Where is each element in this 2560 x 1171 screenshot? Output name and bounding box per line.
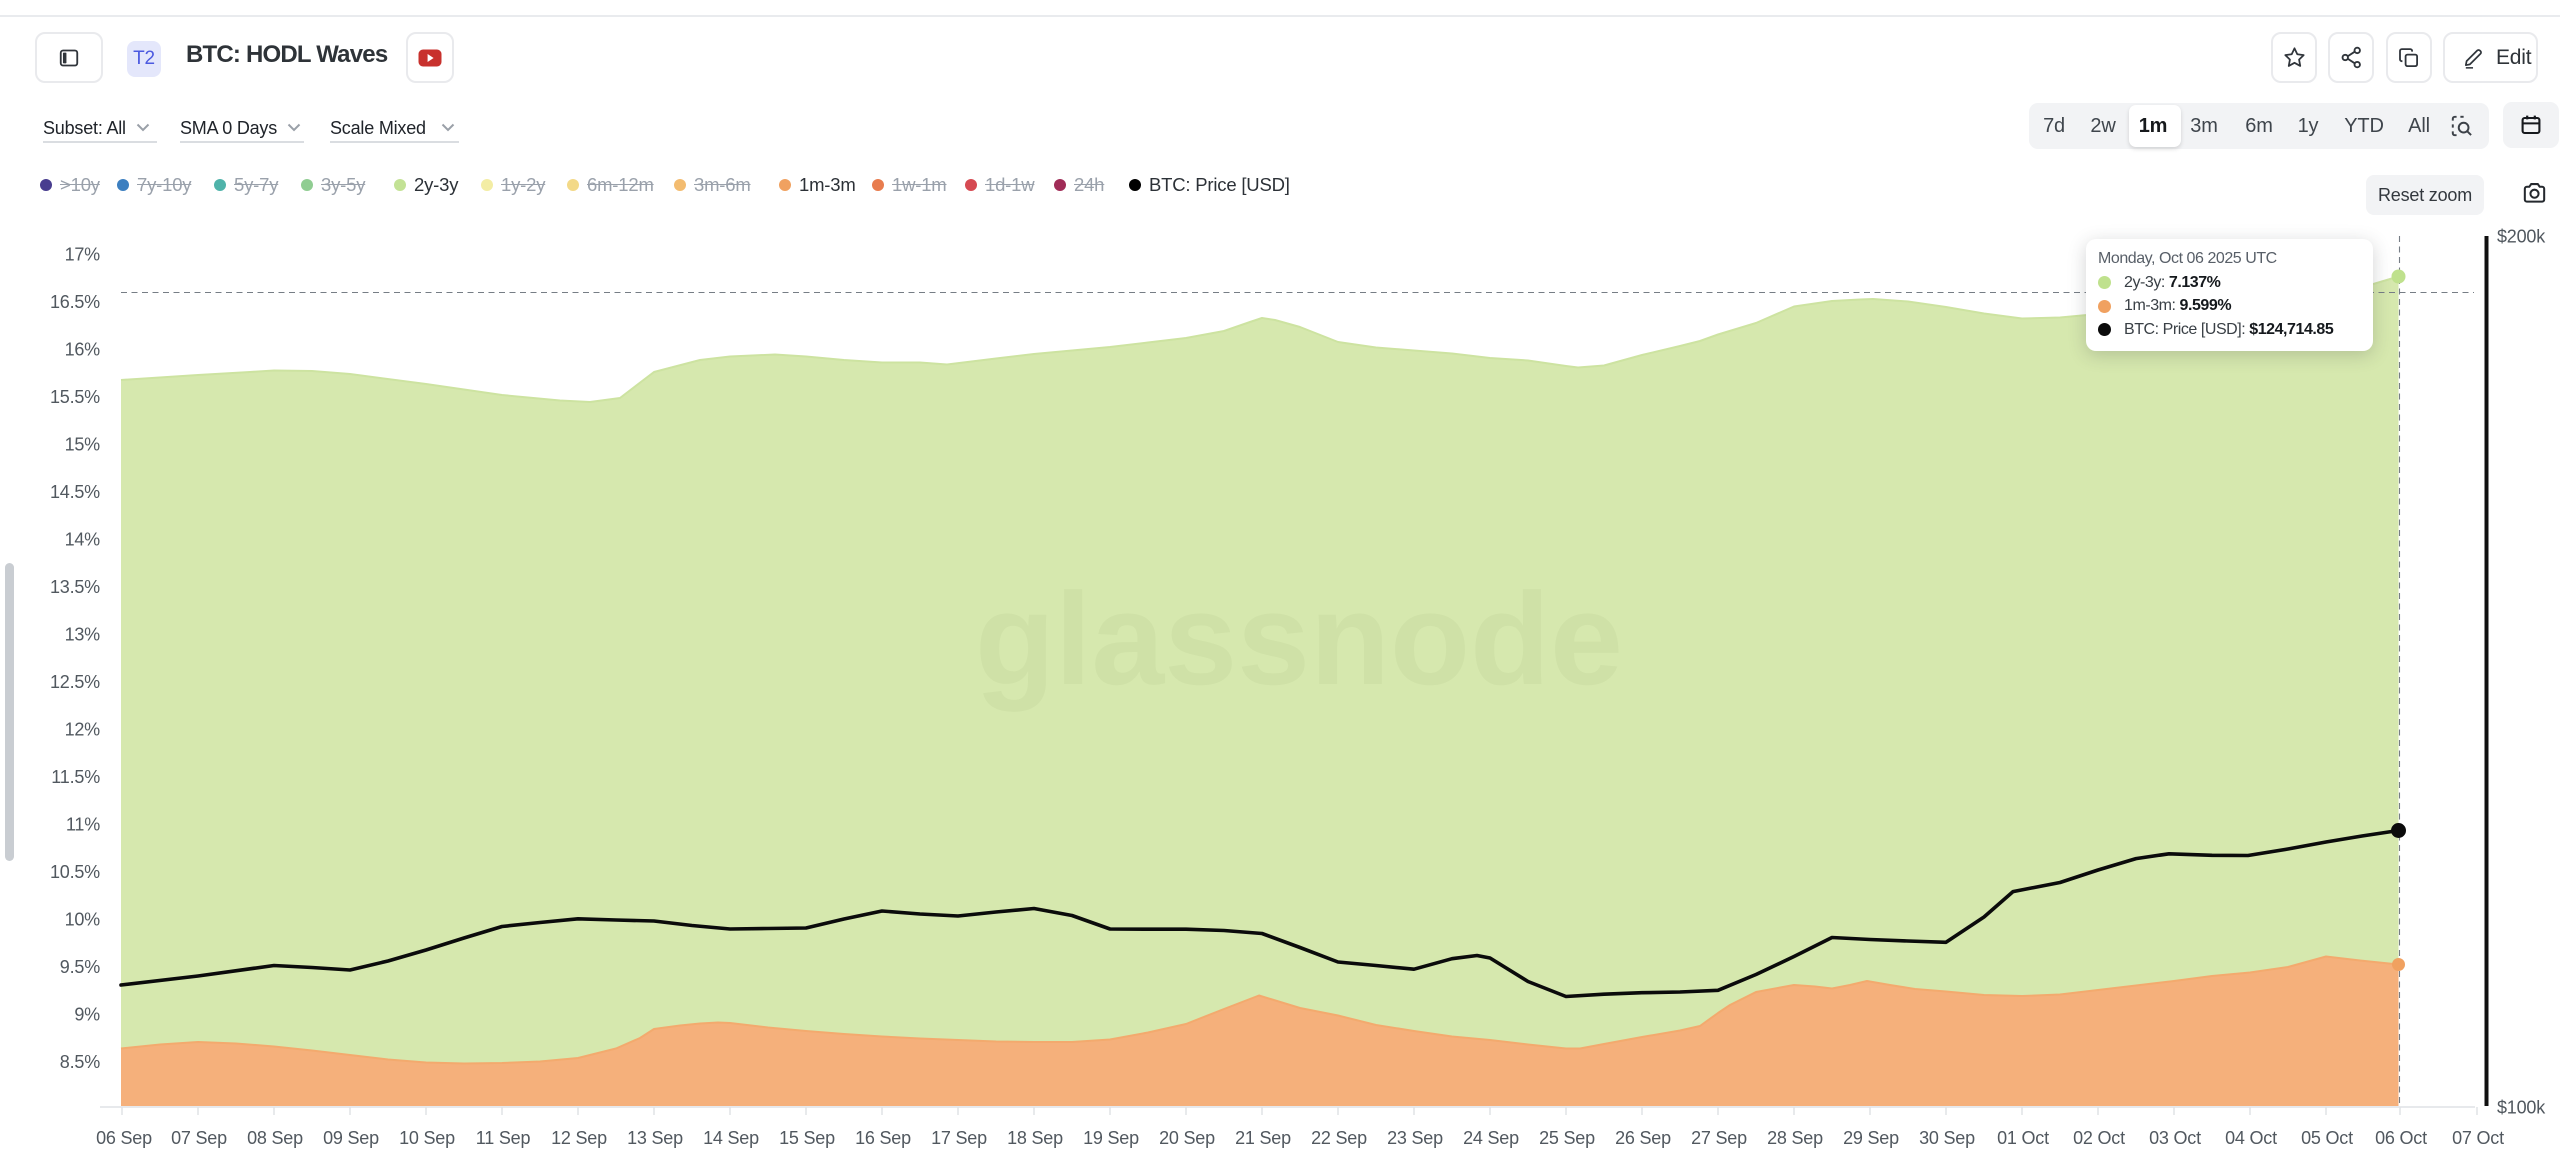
svg-text:13.5%: 13.5% [50,577,100,597]
svg-text:29 Sep: 29 Sep [1843,1128,1899,1148]
svg-text:18 Sep: 18 Sep [1007,1128,1063,1148]
svg-text:23 Sep: 23 Sep [1387,1128,1443,1148]
svg-text:05 Oct: 05 Oct [2301,1128,2353,1148]
svg-text:17 Sep: 17 Sep [931,1128,987,1148]
svg-text:9%: 9% [74,1005,100,1025]
svg-text:12 Sep: 12 Sep [551,1128,607,1148]
svg-text:30 Sep: 30 Sep [1919,1128,1975,1148]
svg-text:8.5%: 8.5% [60,1052,100,1072]
svg-text:14%: 14% [65,530,101,550]
svg-text:12.5%: 12.5% [50,672,100,692]
svg-text:10%: 10% [65,910,101,930]
svg-text:12%: 12% [65,720,101,740]
svg-text:27 Sep: 27 Sep [1691,1128,1747,1148]
svg-text:11 Sep: 11 Sep [476,1128,531,1148]
svg-text:10.5%: 10.5% [50,862,100,882]
svg-text:16 Sep: 16 Sep [855,1128,911,1148]
svg-text:11.5%: 11.5% [51,767,100,787]
svg-text:01 Oct: 01 Oct [1997,1128,2049,1148]
svg-text:13 Sep: 13 Sep [627,1128,683,1148]
svg-text:22 Sep: 22 Sep [1311,1128,1367,1148]
svg-text:$200k: $200k [2497,227,2546,247]
svg-text:25 Sep: 25 Sep [1539,1128,1595,1148]
svg-text:15.5%: 15.5% [50,387,100,407]
svg-text:16%: 16% [65,340,101,360]
svg-text:20 Sep: 20 Sep [1159,1128,1215,1148]
svg-text:03 Oct: 03 Oct [2149,1128,2201,1148]
svg-text:$100k: $100k [2497,1098,2546,1118]
svg-text:28 Sep: 28 Sep [1767,1128,1823,1148]
svg-text:04 Oct: 04 Oct [2225,1128,2277,1148]
svg-text:26 Sep: 26 Sep [1615,1128,1671,1148]
svg-text:19 Sep: 19 Sep [1083,1128,1139,1148]
svg-text:9.5%: 9.5% [60,957,100,977]
svg-text:07 Oct: 07 Oct [2452,1128,2504,1148]
svg-text:09 Sep: 09 Sep [323,1128,379,1148]
svg-text:02 Oct: 02 Oct [2073,1128,2125,1148]
svg-text:13%: 13% [65,625,101,645]
svg-text:06 Oct: 06 Oct [2375,1128,2427,1148]
svg-text:24 Sep: 24 Sep [1463,1128,1519,1148]
svg-text:06 Sep: 06 Sep [96,1128,152,1148]
svg-text:21 Sep: 21 Sep [1235,1128,1291,1148]
svg-text:07 Sep: 07 Sep [171,1128,227,1148]
svg-text:17%: 17% [65,245,101,265]
svg-text:16.5%: 16.5% [50,292,100,312]
svg-text:10 Sep: 10 Sep [399,1128,455,1148]
svg-text:08 Sep: 08 Sep [247,1128,303,1148]
svg-text:15%: 15% [65,435,101,455]
svg-text:14 Sep: 14 Sep [703,1128,759,1148]
svg-text:15 Sep: 15 Sep [779,1128,835,1148]
svg-text:14.5%: 14.5% [50,482,100,502]
svg-text:11%: 11% [66,815,100,835]
